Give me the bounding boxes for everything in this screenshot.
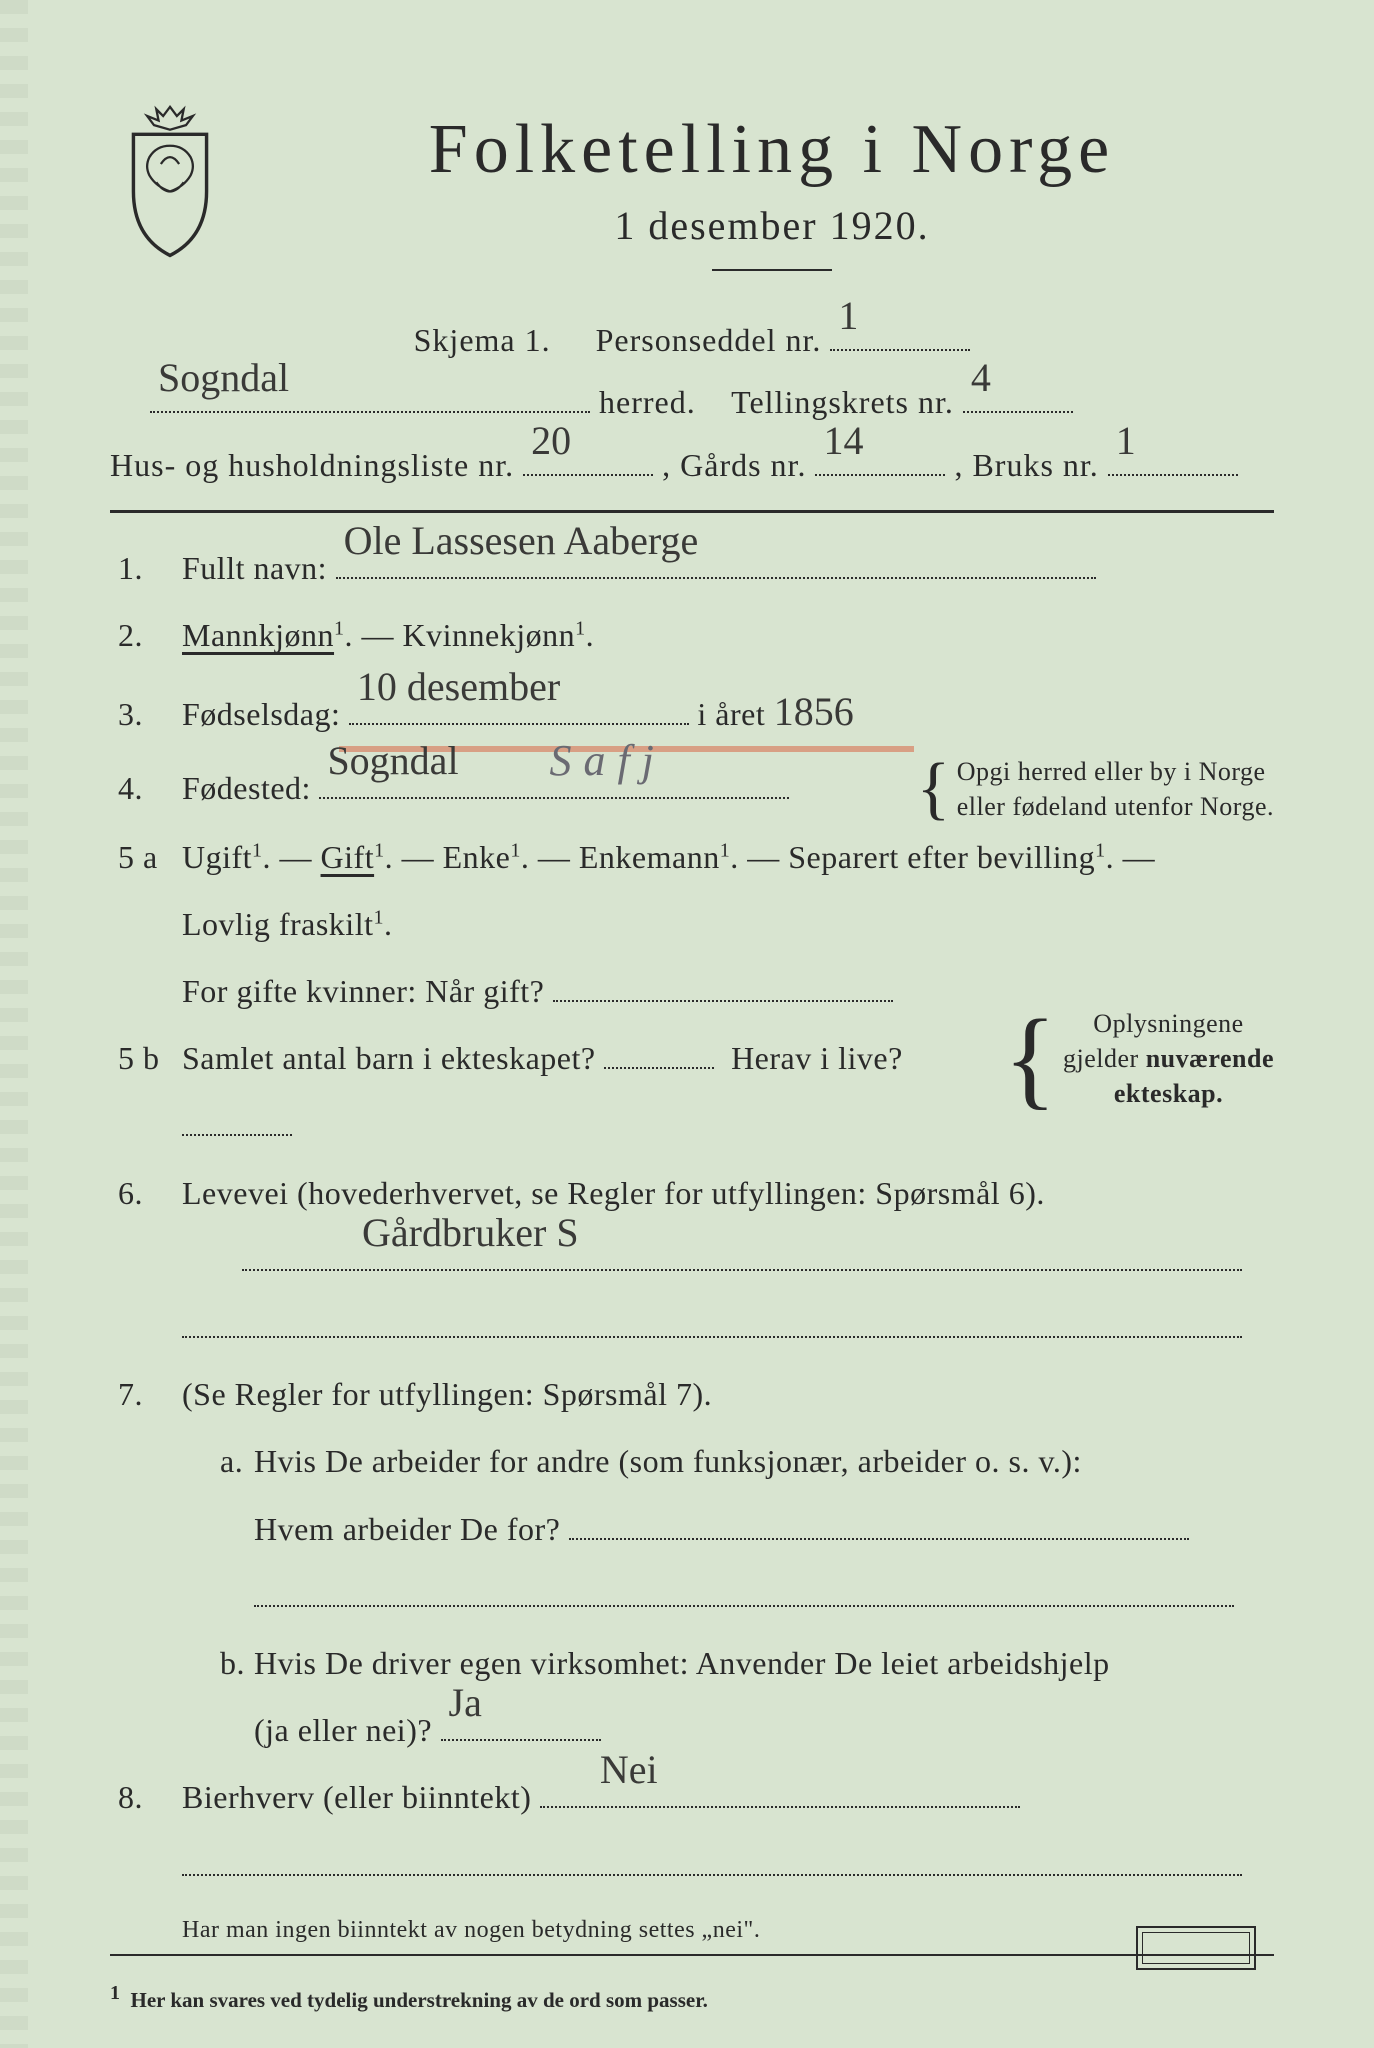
- personseddel-nr: 1: [838, 277, 858, 355]
- q3-year: 1856: [774, 670, 854, 754]
- q7a-num: a.: [182, 1428, 254, 1495]
- title-rule: [712, 269, 832, 271]
- gards-label: , Gårds nr.: [662, 447, 806, 483]
- bruks-nr: 1: [1116, 402, 1136, 480]
- q7-num: 7.: [110, 1361, 182, 1428]
- gards-nr: 14: [823, 402, 863, 480]
- q7a-l2: Hvem arbeider De for?: [254, 1511, 560, 1547]
- q3-row: 3. Fødselsdag: 10 desember i året 1856: [110, 670, 1274, 754]
- q5a-num: 5 a: [110, 824, 182, 891]
- q4-sidenote: Opgi herred eller by i Norge eller fødel…: [957, 754, 1274, 824]
- skjema-label: Skjema 1.: [414, 322, 551, 358]
- herred-value: Sogndal: [158, 339, 289, 417]
- q5b-l1: For gifte kvinner: Når gift?: [182, 973, 544, 1009]
- q5b-side2b: nuværende: [1146, 1044, 1274, 1073]
- q3-day: 10 desember: [357, 645, 560, 729]
- q5b-side2: gjelder: [1063, 1044, 1139, 1073]
- main-title: Folketelling i Norge: [270, 110, 1274, 190]
- tiny-footnote-num: 1: [110, 1982, 120, 2004]
- q5a-opt2: Enke: [443, 839, 511, 875]
- coat-of-arms-icon: [110, 100, 230, 260]
- q5b-l2b: Herav i live?: [731, 1040, 903, 1076]
- personseddel-label: Personseddel nr.: [596, 322, 822, 358]
- perforation-edge: [0, 0, 28, 2048]
- q2-row: 2. Mannkjønn1. — Kvinnekjønn1.: [110, 602, 1274, 669]
- header: Folketelling i Norge 1 desember 1920.: [110, 90, 1274, 301]
- q5a-opt0: Ugift: [182, 839, 252, 875]
- meta-line-3: Hus- og husholdningsliste nr. 20 , Gårds…: [110, 434, 1274, 496]
- q6-value: Gårdbruker S: [362, 1191, 579, 1275]
- q7b-num: b.: [182, 1630, 254, 1697]
- q7b-row: b. Hvis De driver egen virksomhet: Anven…: [110, 1630, 1274, 1764]
- q6-label: Levevei (hovederhvervet, se Regler for u…: [182, 1175, 1045, 1211]
- q5b-side1: Oplysningene: [1093, 1009, 1243, 1038]
- q8-label: Bierhverv (eller biinntekt): [182, 1779, 531, 1815]
- footnote: Har man ingen biinntekt av nogen betydni…: [110, 1917, 1274, 1944]
- q7-row: 7. (Se Regler for utfyllingen: Spørsmål …: [110, 1361, 1274, 1428]
- tiny-footnote: 1 Her kan svares ved tydelig understrekn…: [110, 1982, 1274, 2013]
- q6-row: 6. Levevei (hovederhvervet, se Regler fo…: [110, 1160, 1274, 1362]
- printer-stamp-icon: [1136, 1926, 1256, 1970]
- q1-label: Fullt navn:: [182, 550, 327, 586]
- q8-row: 8. Bierhverv (eller biinntekt) Nei: [110, 1764, 1274, 1831]
- hus-label: Hus- og husholdningsliste nr.: [110, 447, 514, 483]
- q8-value: Nei: [600, 1728, 658, 1812]
- q5a-opt3: Enkemann: [579, 839, 720, 875]
- q2-num: 2.: [110, 602, 182, 669]
- q4-row: 4. Fødested: Sogndal S a f j { Opgi herr…: [110, 754, 1274, 824]
- q2-mann: Mannkjønn: [182, 617, 334, 653]
- q7b-value: Ja: [449, 1661, 482, 1745]
- tiny-footnote-text: Her kan svares ved tydelig understreknin…: [131, 1988, 708, 2012]
- title-block: Folketelling i Norge 1 desember 1920.: [270, 90, 1274, 301]
- q5b-side3: ekteskap.: [1114, 1079, 1223, 1108]
- herred-label: herred.: [599, 384, 696, 420]
- q3-num: 3.: [110, 681, 182, 748]
- q4-value: Sogndal: [327, 719, 458, 803]
- q3-mid: i året: [697, 696, 765, 732]
- q4-pencil: S a f j: [549, 715, 654, 807]
- hus-nr: 20: [531, 402, 571, 480]
- q8-num: 8.: [110, 1764, 182, 1831]
- q5b-row: 5 b For gifte kvinner: Når gift? Samlet …: [110, 958, 1274, 1160]
- q4-side2: eller fødeland utenfor Norge.: [957, 792, 1274, 821]
- q4-side1: Opgi herred eller by i Norge: [957, 757, 1266, 786]
- q2-sup2: 1: [575, 618, 586, 640]
- q7-label: (Se Regler for utfyllingen: Spørsmål 7).: [182, 1361, 1274, 1428]
- subtitle: 1 desember 1920.: [270, 202, 1274, 249]
- q3-label: Fødselsdag:: [182, 696, 340, 732]
- brace-icon: {: [917, 757, 951, 820]
- q8-line2: [110, 1832, 1274, 1899]
- brace-icon-2: {: [1004, 1009, 1057, 1108]
- q5a-row: 5 a Ugift1. — Gift1. — Enke1. — Enkemann…: [110, 824, 1274, 958]
- q6-num: 6.: [110, 1160, 182, 1227]
- q5a-tail: Lovlig fraskilt: [182, 906, 373, 942]
- q4-num: 4.: [110, 755, 182, 822]
- bruks-label: , Bruks nr.: [954, 447, 1098, 483]
- census-form-page: Folketelling i Norge 1 desember 1920. Sk…: [110, 90, 1274, 1988]
- q5b-sidenote: Oplysningene gjelder nuværende ekteskap.: [1063, 1006, 1274, 1111]
- q2-sup1: 1: [334, 618, 345, 640]
- q7a-l1: Hvis De arbeider for andre (som funksjon…: [254, 1443, 1082, 1479]
- divider-bottom: [110, 1954, 1274, 1956]
- q5a-opt4: Separert efter bevilling: [788, 839, 1095, 875]
- q7a-row: a. Hvis De arbeider for andre (som funks…: [110, 1428, 1274, 1630]
- q7b-l1: Hvis De driver egen virksomhet: Anvender…: [254, 1645, 1110, 1681]
- meta-line-2: Sogndal herred. Tellingskrets nr. 4: [110, 371, 1274, 433]
- q5b-l2a: Samlet antal barn i ekteskapet?: [182, 1040, 596, 1076]
- tellingskrets-nr: 4: [971, 339, 991, 417]
- q1-num: 1.: [110, 535, 182, 602]
- q4-label: Fødested:: [182, 770, 311, 806]
- q1-row: 1. Fullt navn: Ole Lassesen Aaberge: [110, 535, 1274, 602]
- q1-value: Ole Lassesen Aaberge: [344, 499, 699, 583]
- q5b-num: 5 b: [110, 1025, 182, 1092]
- q5a-opt1: Gift: [321, 839, 375, 875]
- q7b-l2a: (ja eller nei)?: [254, 1712, 432, 1748]
